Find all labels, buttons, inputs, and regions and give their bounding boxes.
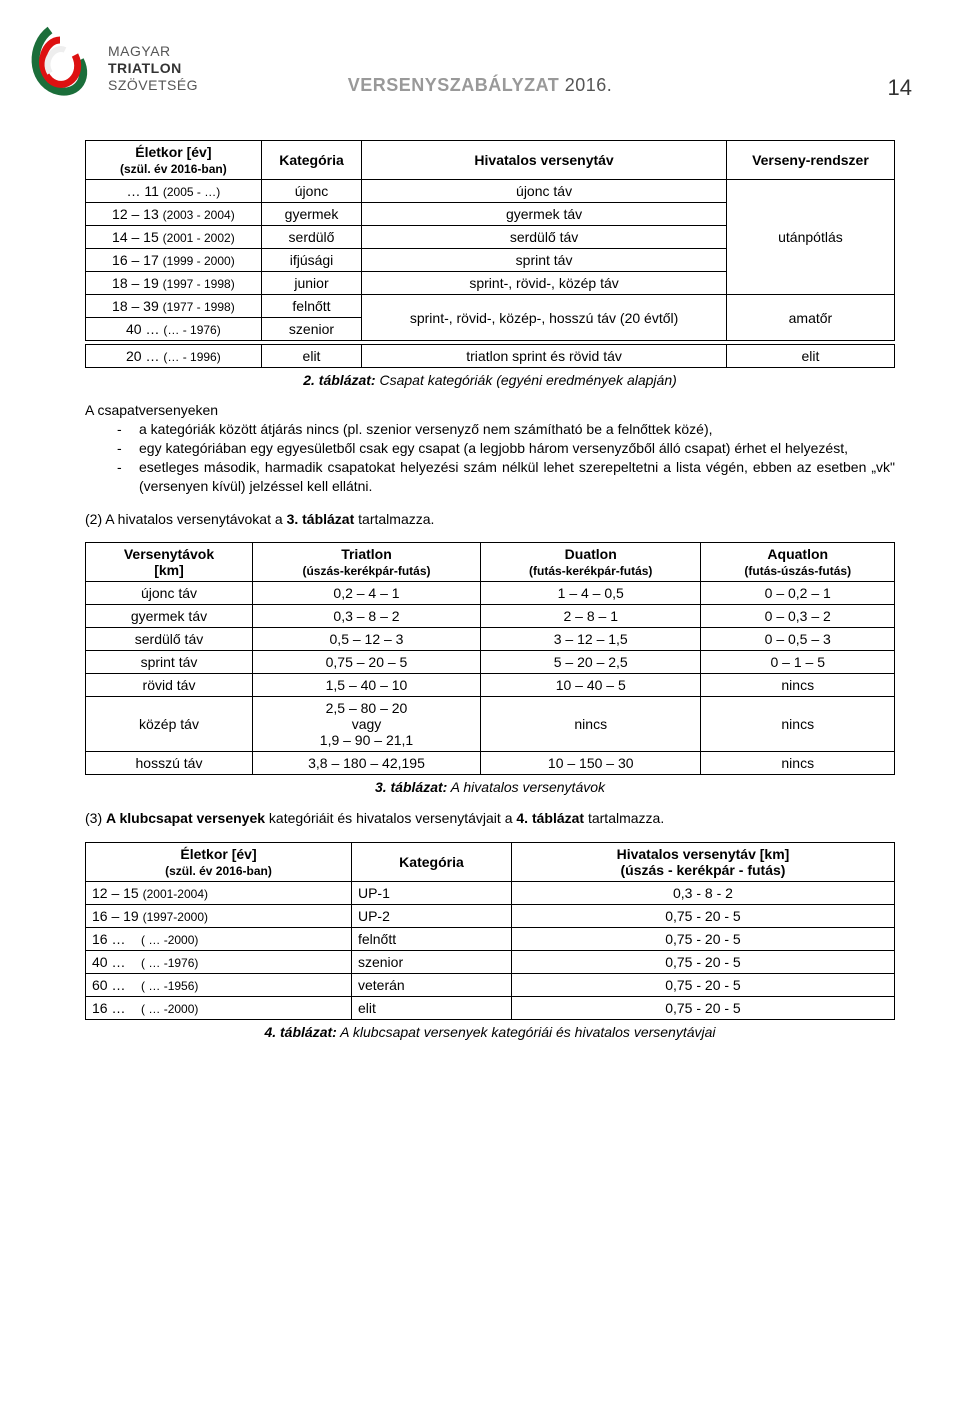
t2-h4: Aquatlon(futás-úszás-futás) [701, 543, 895, 582]
t3-row: 16 – 19 (1997-2000)UP-20,75 - 20 - 5 [86, 905, 895, 928]
logo-text-1: MAGYAR [108, 43, 171, 59]
team-intro: A csapatversenyeken [85, 402, 895, 418]
t3-row: 12 – 15 (2001-2004)UP-10,3 - 8 - 2 [86, 882, 895, 905]
page-header: MAGYAR TRIATLON SZÖVETSÉG VERSENYSZABÁLY… [0, 20, 960, 120]
t2-row: sprint táv0,75 – 20 – 55 – 20 – 2,50 – 1… [86, 651, 895, 674]
t1-row-elit: 20 … (… - 1996) elit triatlon sprint és … [86, 345, 895, 368]
team-bullet: esetleges második, harmadik csapatokat h… [117, 458, 895, 496]
team-bullet: a kategóriák között átjárás nincs (pl. s… [117, 420, 895, 439]
paragraph-2: (2) A hivatalos versenytávokat a 3. tábl… [85, 510, 895, 529]
t1-h-age: Életkor [év](szül. év 2016-ban) [86, 141, 262, 180]
t1-h-dist: Hivatalos versenytáv [362, 141, 727, 180]
t2-row: újonc táv0,2 – 4 – 11 – 4 – 0,50 – 0,2 –… [86, 582, 895, 605]
table2-caption: 3. táblázat: A hivatalos versenytávok [85, 779, 895, 795]
t2-row: közép táv 2,5 – 80 – 20vagy1,9 – 90 – 21… [86, 697, 895, 752]
team-bullet-list: a kategóriák között átjárás nincs (pl. s… [85, 420, 895, 496]
t1-row: 18 – 39 (1977 - 1998) felnőtt sprint-, r… [86, 295, 895, 318]
table-club: Életkor [év](szül. év 2016-ban) Kategóri… [85, 842, 895, 1020]
table1-caption: 2. táblázat: Csapat kategóriák (egyéni e… [85, 372, 895, 388]
table3-caption: 4. táblázat: A klubcsapat versenyek kate… [85, 1024, 895, 1040]
t2-h2: Triatlon(úszás-kerékpár-futás) [252, 543, 480, 582]
t1-row: … 11 (2005 - …) újonc újonc táv utánpótl… [86, 180, 895, 203]
t3-h-dist: Hivatalos versenytáv [km](úszás - kerékp… [511, 843, 894, 882]
t3-row: 16 … ( … -2000)elit0,75 - 20 - 5 [86, 997, 895, 1020]
page-number: 14 [888, 75, 912, 101]
page-content: Életkor [év](szül. év 2016-ban) Kategóri… [85, 140, 895, 1040]
t2-row: gyermek táv0,3 – 8 – 22 – 8 – 10 – 0,3 –… [86, 605, 895, 628]
t2-row: rövid táv1,5 – 40 – 1010 – 40 – 5nincs [86, 674, 895, 697]
t2-row: serdülő táv0,5 – 12 – 33 – 12 – 1,50 – 0… [86, 628, 895, 651]
table-distances: Versenytávok[km] Triatlon(úszás-kerékpár… [85, 542, 895, 775]
t1-dist-amateur: sprint-, rövid-, közép-, hosszú táv (20 … [362, 295, 727, 341]
t3-row: 40 … ( … -1976)szenior0,75 - 20 - 5 [86, 951, 895, 974]
doc-title-year: 2016. [565, 75, 613, 95]
document-title: VERSENYSZABÁLYZAT 2016. [0, 75, 960, 96]
t1-h-sys: Verseny-rendszer [726, 141, 894, 180]
t3-h-age: Életkor [év](szül. év 2016-ban) [86, 843, 352, 882]
t3-row: 60 … ( … -1956)veterán0,75 - 20 - 5 [86, 974, 895, 997]
t1-sys-amateur: amatőr [726, 295, 894, 341]
t2-h3: Duatlon(futás-kerékpár-futás) [481, 543, 701, 582]
table-categories: Életkor [év](szül. év 2016-ban) Kategóri… [85, 140, 895, 368]
t1-h-cat: Kategória [261, 141, 362, 180]
team-bullet: egy kategóriában egy egyesületből csak e… [117, 439, 895, 458]
t1-sys-up: utánpótlás [726, 180, 894, 295]
logo-text-2: TRIATLON [108, 60, 182, 76]
doc-title-main: VERSENYSZABÁLYZAT [348, 75, 560, 95]
paragraph-3: (3) A klubcsapat versenyek kategóriáit é… [85, 809, 895, 828]
t2-row: hosszú táv3,8 – 180 – 42,19510 – 150 – 3… [86, 752, 895, 775]
t2-h1: Versenytávok[km] [86, 543, 253, 582]
t3-row: 16 … ( … -2000)felnőtt0,75 - 20 - 5 [86, 928, 895, 951]
t3-h-cat: Kategória [351, 843, 511, 882]
